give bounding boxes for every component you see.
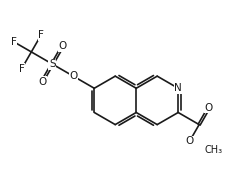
Text: F: F <box>11 37 16 47</box>
Text: N: N <box>174 83 182 93</box>
Text: O: O <box>38 77 46 87</box>
Text: O: O <box>69 71 77 81</box>
Text: S: S <box>49 59 56 69</box>
Text: O: O <box>59 41 67 51</box>
Text: O: O <box>205 103 213 113</box>
Text: O: O <box>185 136 194 146</box>
Text: F: F <box>38 30 44 40</box>
Text: CH₃: CH₃ <box>204 145 222 155</box>
Text: F: F <box>19 64 25 74</box>
